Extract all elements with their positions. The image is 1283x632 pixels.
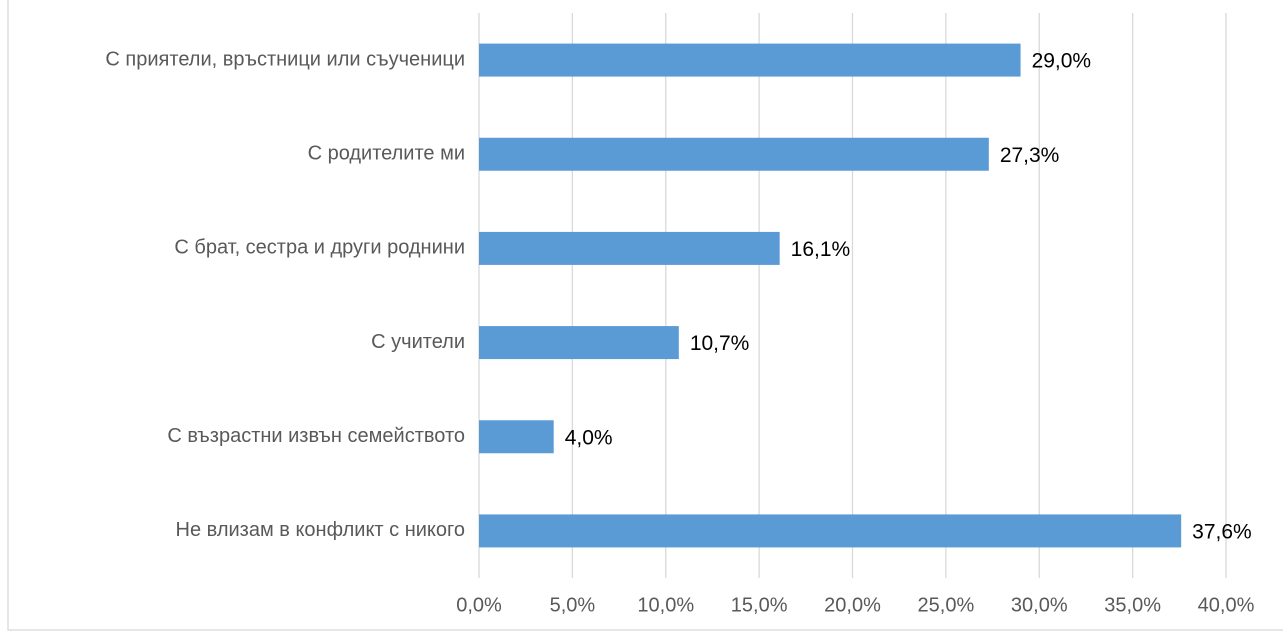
bar [479, 420, 554, 454]
bar [479, 231, 780, 265]
data-label: 4,0% [565, 426, 613, 449]
x-tick-label: 30,0% [1011, 594, 1068, 616]
chart-border [7, 0, 1283, 631]
bar [479, 326, 679, 360]
bar [479, 43, 1021, 77]
y-tick-label: С учители [371, 331, 465, 353]
x-tick-label: 40,0% [1198, 594, 1255, 616]
y-tick-label: С родителите ми [308, 143, 465, 165]
data-label: 16,1% [791, 238, 851, 261]
x-tick-label: 0,0% [456, 594, 502, 616]
x-tick-label: 20,0% [824, 594, 881, 616]
x-tick-label: 35,0% [1104, 594, 1161, 616]
y-tick-label: С приятели, връстници или съученици [105, 48, 465, 70]
x-tick-label: 25,0% [918, 594, 975, 616]
x-tick-label: 15,0% [731, 594, 788, 616]
bar [479, 514, 1182, 548]
bar [479, 137, 989, 171]
y-tick-label: С възрастни извън семейството [167, 425, 465, 447]
x-tick-label: 10,0% [637, 594, 694, 616]
x-tick-label: 5,0% [550, 594, 596, 616]
data-label: 37,6% [1192, 520, 1252, 543]
data-label: 10,7% [690, 332, 750, 355]
data-label: 29,0% [1032, 50, 1092, 73]
data-label: 27,3% [1000, 144, 1060, 167]
y-tick-label: Не влизам в конфликт с никого [176, 519, 465, 541]
y-tick-label: С брат, сестра и други роднини [174, 237, 465, 259]
